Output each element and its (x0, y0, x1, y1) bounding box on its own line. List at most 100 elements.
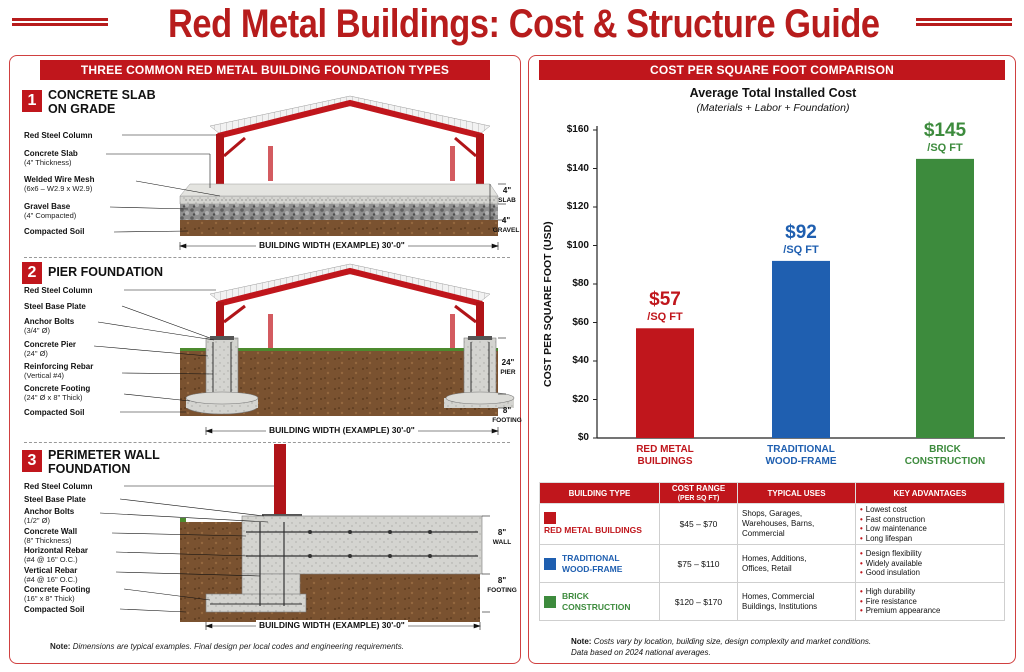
row-brick-range: $120 – $170 (659, 582, 738, 621)
s2-label-rebar: Reinforcing Rebar (Vertical #4) (24, 362, 94, 380)
section-2-title: PIER FOUNDATION (48, 265, 164, 279)
title-rule-right (916, 18, 1012, 26)
row-brick-type: BRICK CONSTRUCTION (539, 582, 660, 621)
s2-dim-footing: 8" FOOTING (492, 406, 522, 424)
section-3-title-line2: FOUNDATION (48, 462, 131, 476)
s2-label-pier: Concrete Pier (24" Ø) (24, 340, 77, 358)
bar-value-label: $57 (649, 289, 681, 311)
row-wood-type: TRADITIONAL WOOD-FRAME (539, 544, 660, 583)
pier-foundation-drawing (180, 263, 515, 416)
th-key-advantages: KEY ADVANTAGES (855, 482, 1005, 504)
y-tick-label: $60 (572, 316, 589, 328)
th-typical-uses: TYPICAL USES (737, 482, 856, 504)
bar (916, 158, 974, 438)
y-tick-label: $120 (566, 201, 589, 212)
s1-label-gravel: Gravel Base (4" Compacted) (24, 202, 77, 220)
bar (636, 328, 694, 438)
th-building-type: BUILDING TYPE (539, 482, 660, 504)
x-category-label: RED METAL BUILDINGS (636, 444, 694, 467)
s3-dim-wall: 8" WALL (492, 528, 512, 546)
y-tick-label: $160 (566, 124, 589, 135)
section-3-number: 3 (22, 450, 42, 472)
s2-label-plate: Steel Base Plate (24, 302, 86, 311)
cost-panel-header: COST PER SQUARE FOOT COMPARISON (539, 60, 1005, 80)
bar (772, 260, 830, 438)
row-metal-uses: Shops, Garages, Warehouses, Barns, Commerc… (737, 503, 856, 545)
s2-width-label: BUILDING WIDTH (EXAMPLE) 30'-0" (266, 425, 418, 435)
foundation-diagrams (93, 95, 515, 630)
row-metal-advantages: • Lowest cost • Fast construction • Low mai… (855, 503, 1005, 545)
s1-label-column: Red Steel Column (24, 131, 93, 140)
cost-note: Note: Costs vary by location, building s… (571, 637, 872, 657)
s3-label-wall: Concrete Wall (8" Thickness) (24, 527, 78, 545)
section-divider (24, 257, 510, 258)
bar-unit-label: /SQ FT (927, 141, 963, 154)
section-3-title-line1: PERIMETER WALL (48, 448, 160, 462)
table-row: RED METAL BUILDINGS $45 – $70 Shops, Gar… (539, 503, 1005, 545)
row-wood-range: $75 – $110 (659, 544, 738, 583)
y-tick-label: $40 (572, 355, 589, 366)
y-tick-label: $100 (566, 239, 589, 251)
section-1-title-line1: CONCRETE SLAB (48, 88, 156, 102)
table-row: TRADITIONAL WOOD-FRAME $75 – $110 Homes, … (539, 544, 1005, 583)
title-bar: Red Metal Buildings: Cost & Structure Gu… (0, 0, 1024, 52)
row-wood-uses: Homes, Additions, Offices, Retail (737, 544, 856, 583)
foundation-panel-header: THREE COMMON RED METAL BUILDING FOUNDATI… (40, 60, 490, 80)
s3-width-label: BUILDING WIDTH (EXAMPLE) 30'-0" (256, 620, 408, 630)
y-tick-label: $140 (566, 162, 589, 174)
x-category-label: BRICK CONSTRUCTION (904, 444, 986, 467)
row-metal-type: RED METAL BUILDINGS (539, 503, 660, 545)
foundation-note: Note: Dimensions are typical examples. F… (50, 642, 404, 651)
bar-unit-label: /SQ FT (783, 243, 819, 256)
red-swatch (544, 512, 556, 525)
section-2-number: 2 (22, 262, 42, 284)
row-wood-advantages: • Design flexibility • Widely available • G… (855, 544, 1005, 583)
s3-label-plate: Steel Base Plate (24, 495, 86, 504)
page-title: Red Metal Buildings: Cost & Structure Gu… (168, 2, 880, 46)
bar-value-label: $92 (785, 221, 817, 243)
th-cost-range: COST RANGE (PER SQ FT) (659, 482, 738, 504)
table-header-row: BUILDING TYPE COST RANGE (PER SQ FT) TYPI… (539, 482, 1005, 504)
s2-label-bolts: Anchor Bolts (3/4" Ø) (24, 317, 75, 335)
s1-label-soil: Compacted Soil (24, 227, 85, 236)
s2-label-footing: Concrete Footing (24" Ø x 8" Thick) (24, 384, 91, 402)
chart-title: Average Total Installed Cost (689, 86, 857, 100)
section-1-number: 1 (22, 90, 42, 112)
s3-label-v-rebar: Vertical Rebar (#4 @ 16" O.C.) (24, 566, 78, 584)
s3-label-h-rebar: Horizontal Rebar (#4 @ 16" O.C.) (24, 546, 89, 564)
bar-value-label: $145 (923, 119, 967, 141)
s3-label-footing: Concrete Footing (16" x 8" Thick) (24, 585, 91, 603)
slab-foundation-drawing (179, 95, 499, 236)
row-metal-range: $45 – $70 (659, 503, 738, 545)
x-category-label: TRADITIONAL WOOD-FRAME (765, 444, 837, 467)
perimeter-wall-drawing (180, 444, 483, 622)
section-1-title-line2: ON GRADE (48, 102, 116, 116)
s1-dim-slab: 4" SLAB (498, 186, 516, 204)
s1-label-mesh: Welded Wire Mesh (6x6 – W2.9 x W2.9) (24, 175, 95, 193)
section-divider (24, 442, 510, 443)
row-brick-advantages: • High durability • Fire resistance • Premi… (855, 582, 1005, 621)
row-brick-uses: Homes, Commercial Buildings, Institutions (737, 582, 856, 621)
s1-label-slab: Concrete Slab (4" Thickness) (24, 149, 78, 167)
title-rule-left (12, 18, 108, 26)
s1-width-label: BUILDING WIDTH (EXAMPLE) 30'-0" (256, 240, 408, 250)
s3-label-bolts: Anchor Bolts (1/2" Ø) (24, 507, 75, 525)
bar-unit-label: /SQ FT (647, 311, 683, 324)
s2-label-column: Red Steel Column (24, 286, 93, 295)
y-tick-label: $0 (577, 432, 589, 443)
chart-subtitle: (Materials + Labor + Foundation) (696, 102, 850, 114)
s3-label-soil: Compacted Soil (24, 605, 85, 614)
y-tick-label: $80 (572, 278, 589, 289)
s2-label-soil: Compacted Soil (24, 408, 85, 417)
s3-dim-footing: 8" FOOTING (487, 576, 517, 594)
chart-svg (593, 126, 1005, 439)
s1-dim-gravel: 4" GRAVEL (492, 216, 520, 234)
blue-swatch (544, 557, 556, 570)
comparison-table: BUILDING TYPE COST RANGE (PER SQ FT) TYPI… (539, 482, 1005, 621)
green-swatch (544, 595, 556, 608)
s2-dim-pier: 24" PIER (500, 358, 516, 376)
table-row: BRICK CONSTRUCTION $120 – $170 Homes, Com… (539, 582, 1005, 621)
cost-comparison-panel: COST PER SQUARE FOOT COMPARISON Average … (528, 55, 1016, 664)
y-tick-label: $20 (572, 393, 589, 405)
foundation-types-panel: THREE COMMON RED METAL BUILDING FOUNDATI… (9, 55, 522, 664)
